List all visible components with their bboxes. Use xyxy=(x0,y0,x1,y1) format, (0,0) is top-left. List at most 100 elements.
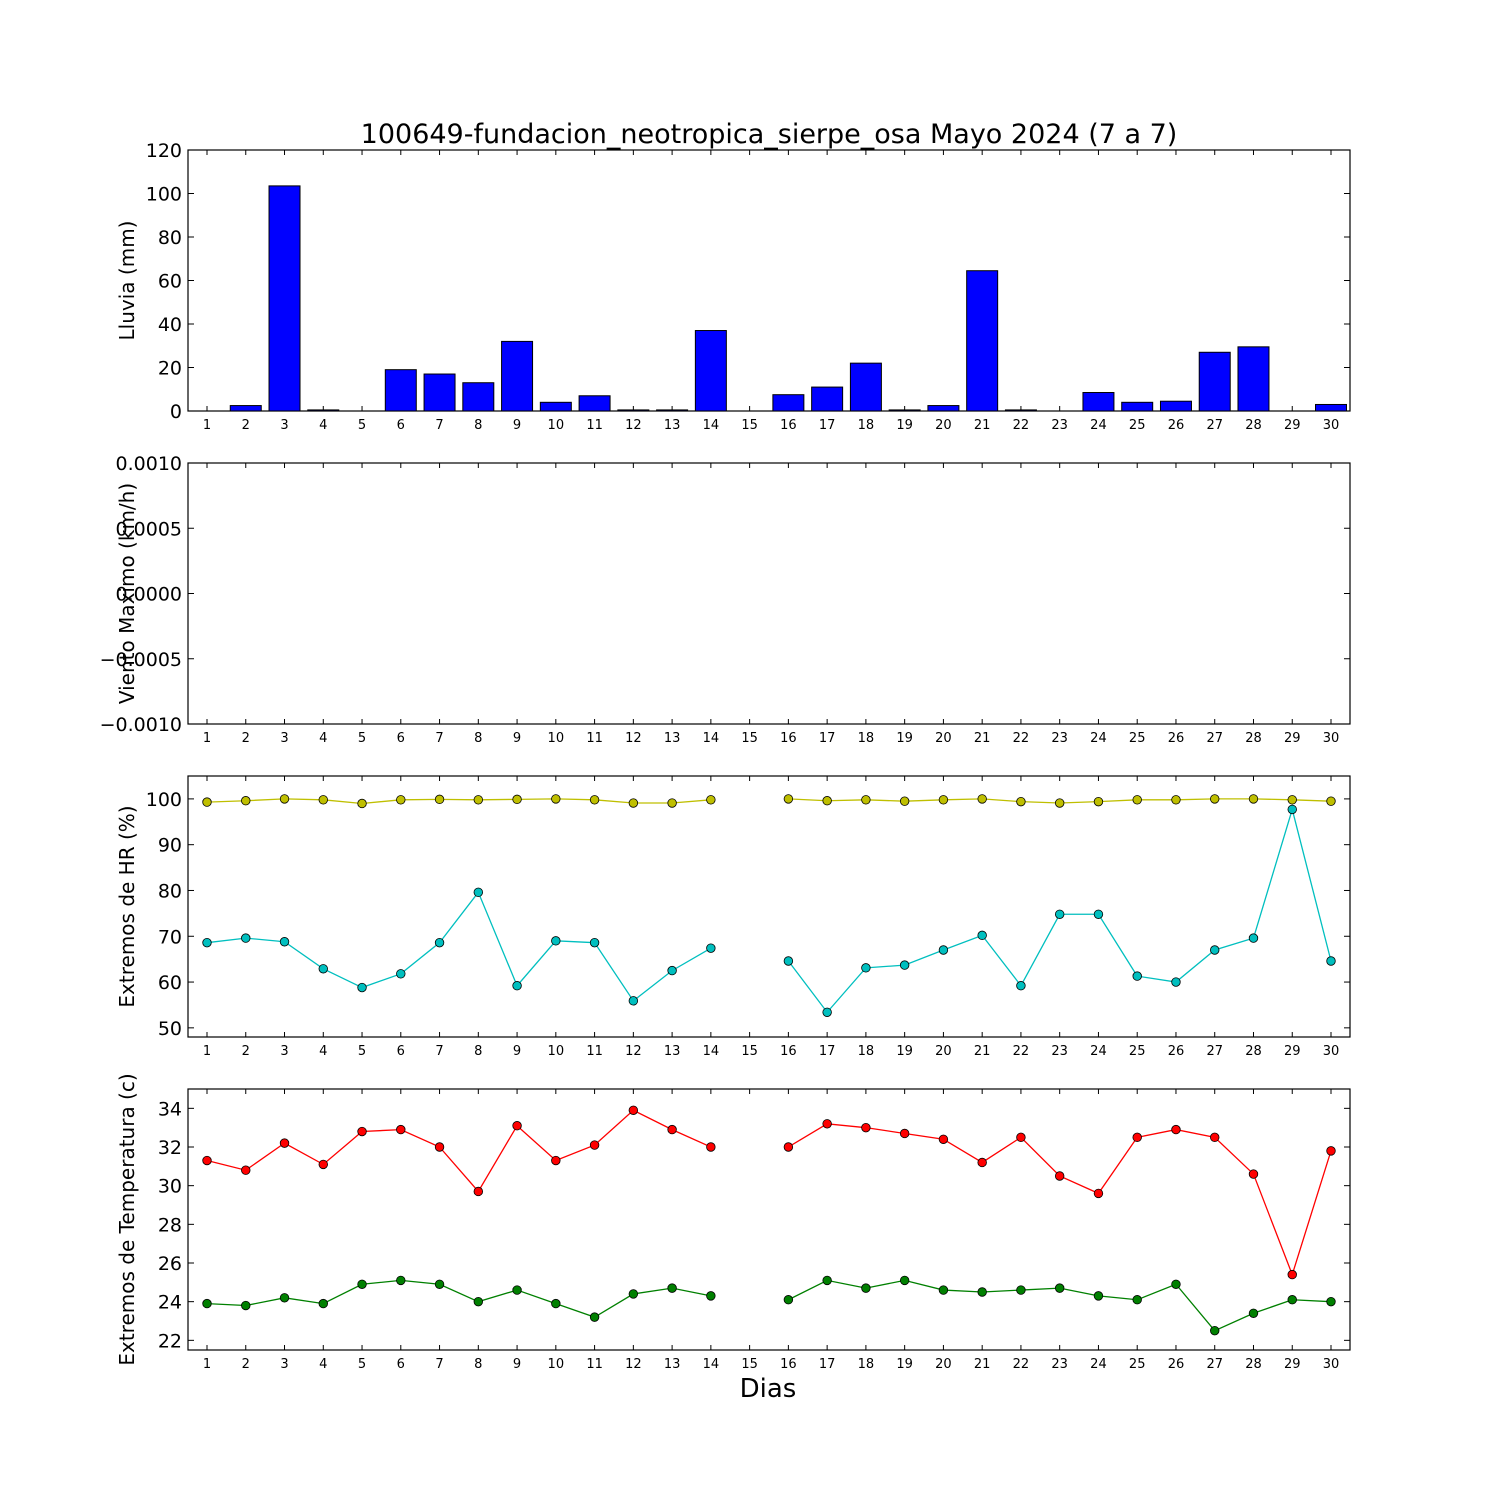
rain-bar xyxy=(578,395,611,412)
y-tick-label: 32 xyxy=(158,1137,182,1159)
x-tick-label: 2 xyxy=(242,1044,250,1059)
x-tick-label: 20 xyxy=(935,1357,952,1372)
temp-max-point xyxy=(1248,1169,1259,1179)
x-tick-label: 30 xyxy=(1323,1044,1340,1059)
x-tick-label: 16 xyxy=(780,1357,797,1372)
temp-max-point xyxy=(434,1142,445,1152)
temp-max-point xyxy=(551,1155,561,1166)
y-tick-label: 28 xyxy=(158,1214,182,1236)
temp-max-point xyxy=(1326,1146,1336,1156)
hr-min-point xyxy=(241,933,251,943)
temp-min-point xyxy=(1210,1325,1220,1336)
y-tick-label: 120 xyxy=(146,140,182,162)
temp-max-point xyxy=(938,1134,949,1144)
x-tick-label: 26 xyxy=(1168,418,1185,433)
temp-max-point xyxy=(202,1155,212,1166)
x-tick-label: 29 xyxy=(1284,731,1301,746)
y-tick-label: 0.0010 xyxy=(116,453,182,475)
x-tick-label: 18 xyxy=(858,1357,875,1372)
temp-min-point xyxy=(1016,1285,1026,1295)
x-tick-label: 20 xyxy=(935,731,952,746)
temp-max-point xyxy=(667,1124,677,1135)
x-tick-label: 9 xyxy=(513,1357,521,1372)
temp-max-point xyxy=(357,1126,367,1137)
temp-min-point xyxy=(512,1285,522,1295)
rain-bar xyxy=(539,401,572,412)
x-tick-label: 3 xyxy=(280,731,288,746)
hr-min-point xyxy=(357,982,367,993)
temp-min-point xyxy=(357,1279,367,1289)
hr-min-point xyxy=(473,887,484,898)
rain-bar xyxy=(927,405,960,412)
x-tick-label: 3 xyxy=(280,418,288,433)
hr-min-point xyxy=(589,937,600,948)
temp-min-point xyxy=(783,1295,794,1305)
x-tick-label: 2 xyxy=(242,418,250,433)
x-tick-label: 4 xyxy=(319,731,327,746)
x-tick-label: 13 xyxy=(664,1357,681,1372)
x-tick-label: 17 xyxy=(819,731,836,746)
x-tick-label: 5 xyxy=(358,731,366,746)
rain-bar xyxy=(1082,392,1115,412)
x-tick-label: 15 xyxy=(741,1357,758,1372)
x-tick-label: 27 xyxy=(1206,1357,1223,1372)
y-tick-label: 90 xyxy=(158,835,182,857)
hr-max-point xyxy=(551,794,561,804)
x-tick-label: 26 xyxy=(1168,731,1185,746)
hr-max-point xyxy=(241,796,251,806)
temp-min-point xyxy=(1287,1295,1297,1305)
y-tick-label: 20 xyxy=(158,358,182,380)
temp-min-point xyxy=(938,1285,949,1295)
x-tick-label: 12 xyxy=(625,1044,642,1059)
hr-max-point xyxy=(938,795,949,805)
hr-min-point xyxy=(706,943,716,953)
rain-bar xyxy=(229,405,262,412)
x-tick-label: 13 xyxy=(664,1044,681,1059)
hr-min-point xyxy=(1171,977,1181,987)
x-tick-label: 25 xyxy=(1129,731,1146,746)
hr-max-point xyxy=(357,798,367,809)
x-tick-label: 9 xyxy=(513,1044,521,1059)
rain-bar xyxy=(423,373,456,412)
x-tick-label: 24 xyxy=(1090,418,1107,433)
x-tick-label: 16 xyxy=(780,1044,797,1059)
rain-bar xyxy=(1121,401,1154,412)
rain-bar xyxy=(1198,351,1231,412)
x-tick-label: 26 xyxy=(1168,1357,1185,1372)
x-tick-label: 10 xyxy=(548,1357,565,1372)
temp-max-point xyxy=(318,1159,328,1170)
x-tick-label: 17 xyxy=(819,1044,836,1059)
x-tick-label: 28 xyxy=(1245,1357,1262,1372)
x-tick-label: 4 xyxy=(319,1044,327,1059)
temp-min-point xyxy=(706,1291,716,1301)
x-tick-label: 27 xyxy=(1206,1044,1223,1059)
x-tick-label: 24 xyxy=(1090,1357,1107,1372)
hr-max-point xyxy=(822,796,832,806)
x-tick-label: 1 xyxy=(203,418,211,433)
x-tick-label: 25 xyxy=(1129,1357,1146,1372)
chart-title: 100649-fundacion_neotropica_sierpe_osa M… xyxy=(361,119,1178,150)
x-tick-label: 28 xyxy=(1245,1044,1262,1059)
hr-max-point xyxy=(783,794,794,804)
temp-min-point xyxy=(241,1300,251,1311)
y-tick-label: 80 xyxy=(158,880,182,902)
rain-bar xyxy=(1159,400,1192,412)
x-tick-label: 8 xyxy=(474,1357,482,1372)
x-tick-label: 6 xyxy=(397,1044,405,1059)
temp-max-point xyxy=(861,1122,871,1133)
x-tick-label: 18 xyxy=(858,731,875,746)
hr-max-point xyxy=(977,794,987,804)
hr-max-point xyxy=(861,795,871,805)
x-tick-label: 5 xyxy=(358,1357,366,1372)
rain-bar xyxy=(811,386,844,412)
hr-max-line xyxy=(206,798,1332,805)
hr-min-point xyxy=(822,1007,832,1017)
x-tick-label: 8 xyxy=(474,1044,482,1059)
x-tick-label: 23 xyxy=(1051,1044,1068,1059)
hr-min-point xyxy=(318,964,328,974)
y-tick-label: 60 xyxy=(158,271,182,293)
